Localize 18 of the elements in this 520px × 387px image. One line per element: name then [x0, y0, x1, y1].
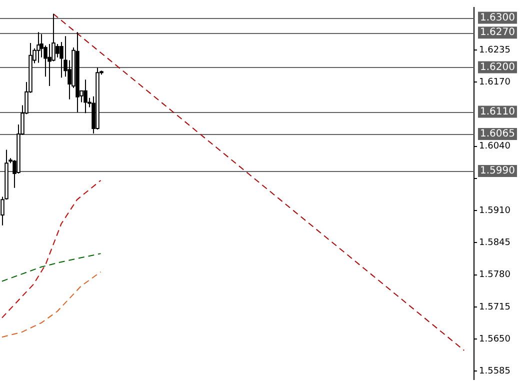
y-tick-label: 1.5780: [479, 270, 511, 280]
ref-line-label: 1.6200: [480, 62, 515, 73]
y-tick-label: 1.5845: [479, 238, 510, 248]
y-tick-label: 1.6235: [479, 45, 510, 56]
y-tick-label: 1.5910: [479, 206, 511, 216]
y-tick-label: 1.5650: [479, 334, 511, 344]
line-series: [1, 253, 102, 282]
y-tick-label: 1.6040: [479, 142, 511, 152]
y-tick-label: 1.6170: [479, 77, 511, 88]
ref-line-label: 1.6270: [480, 27, 515, 38]
y-tick-label: 1.5715: [479, 302, 510, 312]
line-series: [1, 271, 102, 338]
y-tick-label: 1.5585: [479, 366, 510, 377]
ref-line-label: 1.6110: [480, 106, 515, 118]
ref-line-label: 1.5990: [480, 166, 515, 177]
ref-line-label: 1.6065: [480, 128, 515, 140]
line-series: [1, 180, 102, 318]
ref-line-label: 1.6300: [480, 12, 515, 24]
